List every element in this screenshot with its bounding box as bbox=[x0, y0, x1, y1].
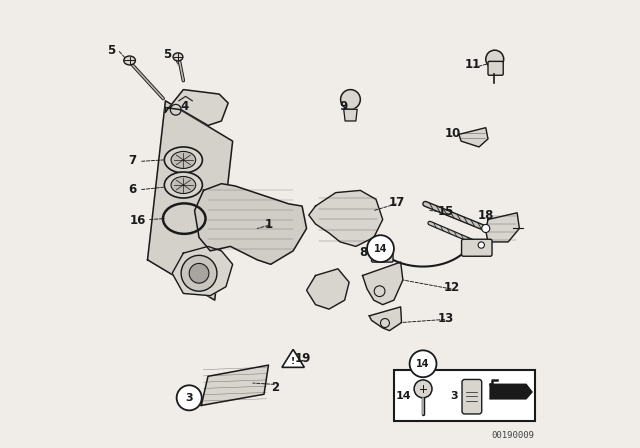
Polygon shape bbox=[282, 349, 305, 367]
Text: 7: 7 bbox=[129, 154, 137, 167]
Text: 1: 1 bbox=[264, 217, 273, 231]
Text: 2: 2 bbox=[271, 381, 279, 394]
Bar bbox=[394, 370, 535, 421]
Polygon shape bbox=[165, 90, 228, 125]
Text: 15: 15 bbox=[438, 205, 454, 218]
Text: 17: 17 bbox=[389, 196, 405, 209]
Text: 12: 12 bbox=[444, 281, 460, 294]
Text: 19: 19 bbox=[295, 352, 311, 365]
Polygon shape bbox=[309, 190, 383, 246]
FancyBboxPatch shape bbox=[461, 239, 492, 256]
Ellipse shape bbox=[164, 172, 202, 198]
Ellipse shape bbox=[173, 53, 183, 61]
Circle shape bbox=[486, 50, 504, 68]
Ellipse shape bbox=[164, 147, 202, 173]
Ellipse shape bbox=[171, 177, 196, 194]
Circle shape bbox=[414, 380, 432, 398]
Polygon shape bbox=[344, 109, 357, 121]
Text: 9: 9 bbox=[339, 99, 348, 113]
Text: 18: 18 bbox=[477, 208, 494, 222]
Circle shape bbox=[181, 255, 217, 291]
Text: 11: 11 bbox=[464, 58, 481, 72]
Circle shape bbox=[340, 90, 360, 109]
Polygon shape bbox=[195, 184, 307, 264]
Circle shape bbox=[177, 385, 202, 410]
Circle shape bbox=[482, 224, 490, 233]
Text: 6: 6 bbox=[129, 182, 137, 196]
Polygon shape bbox=[486, 213, 520, 242]
Text: 13: 13 bbox=[437, 311, 454, 325]
Ellipse shape bbox=[171, 151, 196, 168]
Text: 5: 5 bbox=[164, 48, 172, 61]
Polygon shape bbox=[459, 128, 488, 147]
FancyBboxPatch shape bbox=[462, 379, 482, 414]
Circle shape bbox=[189, 263, 209, 283]
Ellipse shape bbox=[124, 56, 136, 65]
Text: 14: 14 bbox=[374, 244, 387, 254]
Text: 4: 4 bbox=[180, 100, 189, 113]
Circle shape bbox=[410, 350, 436, 377]
Text: 3: 3 bbox=[186, 393, 193, 403]
FancyBboxPatch shape bbox=[488, 61, 503, 75]
Polygon shape bbox=[307, 269, 349, 309]
Text: 14: 14 bbox=[416, 359, 430, 369]
Polygon shape bbox=[202, 365, 269, 405]
Polygon shape bbox=[369, 307, 401, 331]
Text: 3: 3 bbox=[451, 391, 458, 401]
Text: 16: 16 bbox=[129, 214, 146, 227]
Text: 5: 5 bbox=[108, 44, 116, 57]
FancyBboxPatch shape bbox=[371, 248, 393, 262]
Text: 00190009: 00190009 bbox=[491, 431, 534, 440]
Text: 14: 14 bbox=[396, 391, 412, 401]
Polygon shape bbox=[172, 246, 233, 296]
Text: !: ! bbox=[291, 357, 295, 366]
Polygon shape bbox=[490, 384, 532, 399]
Circle shape bbox=[367, 235, 394, 262]
Text: 10: 10 bbox=[445, 127, 461, 140]
Polygon shape bbox=[148, 101, 233, 300]
Polygon shape bbox=[362, 262, 403, 305]
Text: 8: 8 bbox=[359, 246, 367, 259]
Circle shape bbox=[478, 242, 484, 248]
